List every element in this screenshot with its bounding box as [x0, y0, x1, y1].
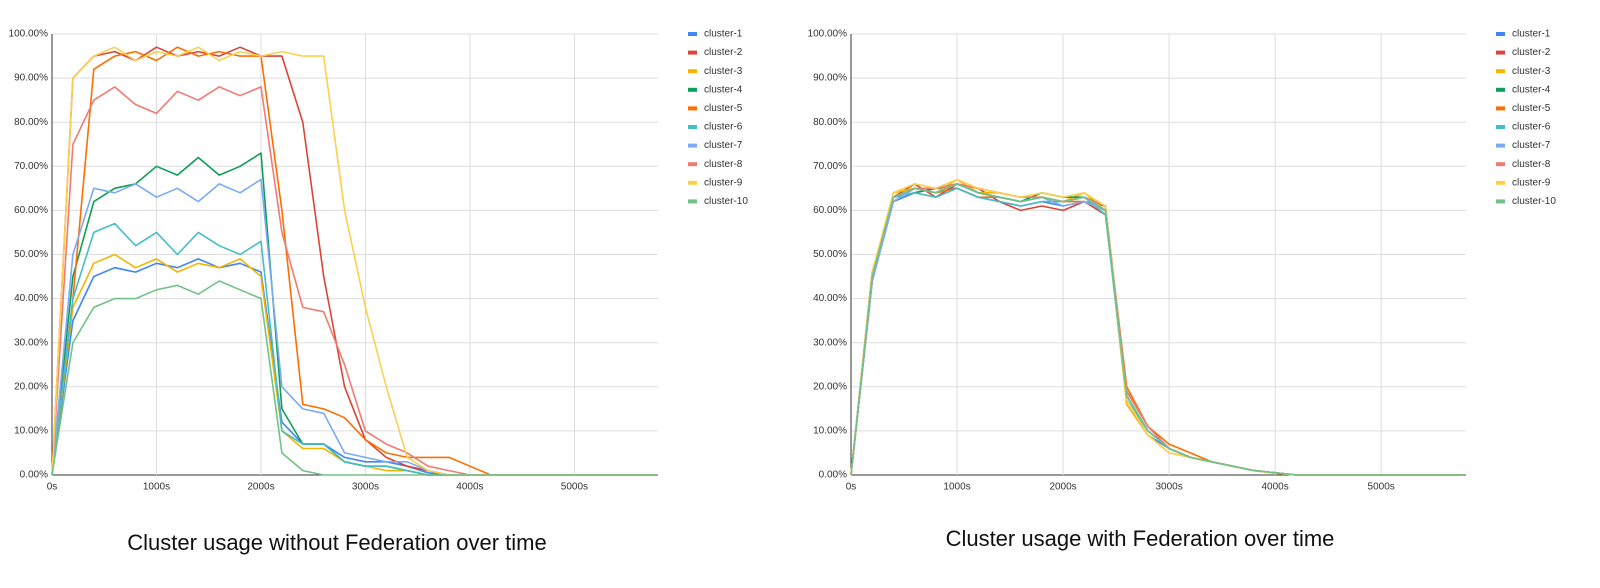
y-tick-label: 60.00%	[813, 205, 847, 216]
y-tick-label: 40.00%	[14, 293, 48, 304]
y-tick-label: 100.00%	[9, 29, 49, 40]
y-tick-label: 70.00%	[813, 161, 847, 172]
y-tick-label: 40.00%	[813, 293, 847, 304]
legend-label: cluster-9	[1512, 177, 1551, 188]
x-tick-label: 5000s	[561, 482, 588, 493]
y-tick-label: 90.00%	[813, 73, 847, 84]
x-tick-label: 4000s	[456, 482, 483, 493]
legend-label: cluster-5	[1512, 103, 1551, 114]
legend-label: cluster-7	[1512, 140, 1551, 151]
legend-label: cluster-10	[1512, 196, 1556, 207]
series-line	[850, 187, 1466, 476]
legend-label: cluster-1	[704, 29, 743, 40]
y-tick-label: 80.00%	[14, 117, 48, 128]
x-tick-label: 5000s	[1368, 482, 1395, 493]
y-tick-label: 70.00%	[14, 161, 48, 172]
x-tick-label: 4000s	[1262, 482, 1289, 493]
y-tick-label: 50.00%	[14, 249, 48, 260]
x-tick-label: 3000s	[1155, 482, 1182, 493]
series-line	[51, 46, 658, 476]
series-line	[51, 152, 658, 476]
legend-label: cluster-5	[704, 103, 743, 114]
chart-title: Cluster usage with Federation over time	[946, 526, 1335, 551]
y-tick-label: 30.00%	[813, 337, 847, 348]
y-tick-label: 20.00%	[14, 381, 48, 392]
legend-label: cluster-8	[1512, 159, 1551, 170]
y-tick-label: 80.00%	[813, 117, 847, 128]
series-line	[51, 86, 658, 476]
series-line	[51, 253, 658, 476]
y-tick-label: 90.00%	[14, 73, 48, 84]
legend-label: cluster-7	[704, 140, 743, 151]
y-tick-label: 30.00%	[14, 337, 48, 348]
series-line	[850, 187, 1466, 476]
chart-title: Cluster usage without Federation over ti…	[127, 530, 546, 555]
legend-label: cluster-2	[704, 47, 743, 58]
y-tick-label: 10.00%	[813, 426, 847, 437]
series-line	[51, 258, 658, 476]
y-tick-label: 10.00%	[14, 426, 48, 437]
legend-label: cluster-2	[1512, 47, 1551, 58]
y-tick-label: 50.00%	[813, 249, 847, 260]
legend-label: cluster-4	[1512, 84, 1551, 95]
y-tick-label: 100.00%	[808, 29, 848, 40]
legend-label: cluster-8	[704, 159, 743, 170]
legend-label: cluster-4	[704, 84, 743, 95]
legend-label: cluster-1	[1512, 29, 1551, 40]
legend-label: cluster-9	[704, 177, 743, 188]
legend-label: cluster-3	[704, 66, 743, 77]
y-tick-label: 0.00%	[819, 470, 847, 481]
legend-label: cluster-6	[1512, 122, 1551, 133]
y-tick-label: 0.00%	[20, 470, 48, 481]
x-tick-label: 2000s	[1049, 482, 1076, 493]
series-line	[850, 183, 1466, 476]
x-tick-label: 1000s	[143, 482, 170, 493]
legend-label: cluster-3	[1512, 66, 1551, 77]
y-tick-label: 60.00%	[14, 205, 48, 216]
y-tick-label: 20.00%	[813, 381, 847, 392]
x-tick-label: 3000s	[352, 482, 379, 493]
legend-label: cluster-6	[704, 122, 743, 133]
series-line	[51, 280, 658, 476]
x-tick-label: 1000s	[943, 482, 970, 493]
x-tick-label: 2000s	[247, 482, 274, 493]
legend-label: cluster-10	[704, 196, 748, 207]
series-line	[850, 187, 1466, 476]
x-tick-label: 0s	[846, 482, 857, 493]
x-tick-label: 0s	[47, 482, 58, 493]
